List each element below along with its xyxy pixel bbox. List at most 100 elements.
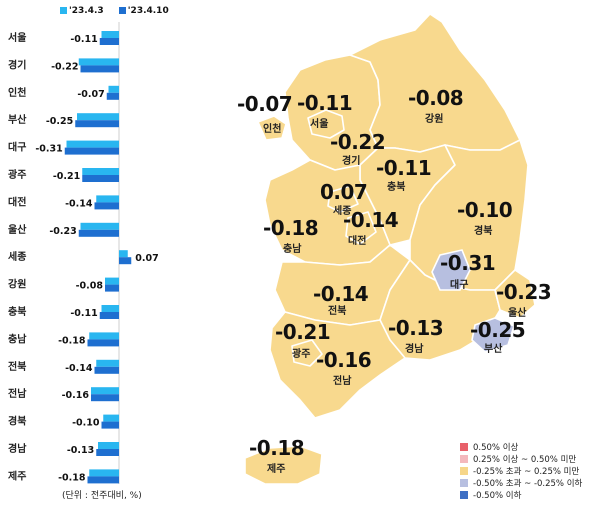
category-label: 세종 (8, 250, 26, 263)
map-value-chungbuk: -0.11 (376, 156, 432, 180)
region-shape-daejeon (345, 211, 377, 245)
map-legend-row: 0.50% 이상 (460, 441, 582, 453)
map-value-daegu: -0.31 (440, 251, 496, 275)
category-label: 경남 (8, 442, 27, 455)
bar-series-2 (94, 366, 119, 374)
map-label-chungnam: 충남 (283, 244, 302, 255)
bar-series-2 (64, 147, 119, 155)
map-label-ulsan: 울산 (508, 308, 527, 319)
map-value-gwangju: -0.21 (275, 320, 331, 344)
map-label-gangwon: 강원 (425, 114, 444, 125)
map-label-jeonnam: 전남 (333, 376, 352, 387)
bar-series-2 (75, 120, 119, 128)
map-value-incheon: -0.07 (237, 92, 293, 116)
bar-series-1 (89, 332, 119, 340)
unit-note: (단위 : 전주대비, %) (62, 491, 142, 501)
region-shape-daegu (431, 249, 471, 291)
bar-series-2 (99, 38, 119, 45)
legend-label: '23.4.10 (127, 6, 169, 16)
bar-value-label: -0.22 (51, 61, 78, 72)
legend-swatch (460, 479, 468, 487)
map-label-gwangju: 광주 (292, 349, 311, 360)
bar-series-1 (105, 277, 119, 285)
map-value-gyeongnam: -0.13 (388, 316, 444, 340)
bar-series-2 (80, 65, 119, 73)
bar-series-2 (82, 175, 119, 182)
legend-swatch (118, 7, 126, 14)
map-legend-label: 0.50% 이상 (473, 443, 519, 453)
chart-legend: '23.4.3 '23.4.10 (60, 6, 181, 16)
bar-series-1 (101, 305, 119, 312)
bar-series-1 (77, 113, 119, 121)
category-label: 충남 (8, 332, 27, 345)
legend-item-series-1: '23.4.3 (60, 6, 104, 16)
category-label: 광주 (8, 169, 26, 181)
map-legend: 0.50% 이상 0.25% 이상 ~ 0.50% 미만 -0.25% 초과 ~… (460, 441, 582, 501)
map-value-sejong: 0.07 (320, 180, 368, 204)
bar-series-2 (106, 92, 119, 100)
category-label: 대구 (8, 141, 26, 154)
region-shape-gwangju (291, 339, 323, 367)
category-label: 경기 (8, 58, 26, 71)
category-label: 인천 (8, 86, 26, 99)
map-legend-row: 0.25% 이상 ~ 0.50% 미만 (460, 453, 582, 465)
map-label-daejeon: 대전 (348, 236, 367, 247)
bar-value-label: -0.16 (62, 390, 90, 401)
legend-swatch (460, 455, 468, 463)
bar-series-1 (66, 140, 119, 148)
map-value-jeju: -0.18 (249, 436, 305, 460)
category-label: 부산 (8, 113, 27, 126)
bar-value-label: -0.11 (70, 308, 97, 319)
category-label: 강원 (8, 278, 26, 291)
bar-series-2 (91, 394, 119, 402)
map-label-busan: 부산 (484, 344, 503, 355)
map-legend-label: -0.50% 초과 ~ -0.25% 이하 (473, 479, 583, 489)
bar-value-label: -0.23 (49, 226, 76, 237)
region-shape-jeju (244, 445, 323, 485)
legend-item-series-2: '23.4.10 (118, 6, 169, 16)
map-label-sejong: 세종 (333, 206, 352, 217)
bar-value-label: -0.18 (58, 335, 86, 346)
bar-series-1 (89, 469, 119, 477)
bar-value-label: -0.13 (67, 445, 94, 456)
legend-swatch (60, 7, 67, 14)
map-value-busan: -0.25 (470, 318, 526, 342)
region-shape-sejong (327, 185, 359, 213)
bar-series-1 (82, 168, 119, 175)
bar-value-label: -0.31 (35, 144, 62, 155)
map-legend-row: -0.50% 초과 ~ -0.25% 이하 (460, 477, 582, 489)
category-label: 경북 (8, 415, 26, 428)
map-label-chungbuk: 충북 (387, 182, 406, 193)
bar-series-2 (105, 284, 119, 292)
map-label-seoul: 서울 (310, 119, 329, 130)
bar-value-label: -0.07 (77, 89, 104, 100)
bar-series-2 (87, 339, 119, 347)
bar-series-1 (80, 222, 119, 230)
category-label: 대전 (8, 195, 26, 208)
map-label-jeonbuk: 전북 (328, 306, 347, 317)
bar-series-2 (99, 312, 119, 319)
legend-swatch (460, 491, 468, 499)
bar-value-label: -0.14 (65, 198, 93, 209)
bar-series-1 (103, 414, 119, 422)
map-legend-label: 0.25% 이상 ~ 0.50% 미만 (473, 455, 577, 465)
region-shape-jeonnam (269, 311, 406, 419)
map-value-jeonbuk: -0.14 (313, 282, 369, 306)
bar-value-label: -0.18 (58, 472, 86, 483)
region-shape-busan (471, 317, 515, 353)
map-legend-row: -0.25% 초과 ~ 0.25% 미만 (460, 465, 582, 477)
bar-series-2 (101, 421, 119, 429)
region-shape-ulsan (494, 269, 536, 319)
legend-label: '23.4.3 (69, 6, 104, 16)
bar-series-1 (91, 387, 119, 395)
category-label: 서울 (8, 31, 26, 44)
map-legend-label: -0.50% 이하 (473, 491, 522, 501)
map-value-ulsan: -0.23 (496, 280, 552, 304)
map-label-gyeongnam: 경남 (405, 344, 424, 355)
map-value-seoul: -0.11 (297, 91, 353, 115)
category-label: 전남 (8, 387, 27, 400)
bar-value-label: 0.07 (135, 253, 158, 264)
bar-value-label: -0.11 (70, 34, 97, 45)
category-label: 충북 (8, 305, 26, 318)
category-label: 제주 (8, 469, 26, 482)
